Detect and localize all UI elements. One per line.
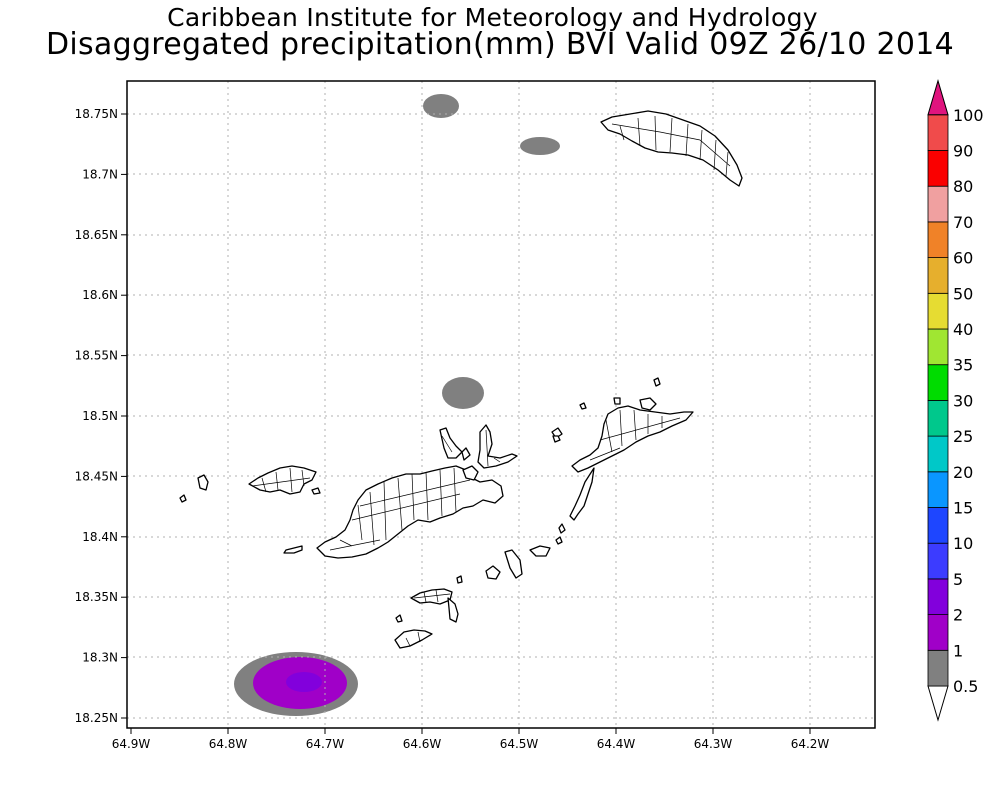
little-jost [283,545,303,554]
tick-marks [121,113,811,734]
lat-tick-label: 18.7N [82,167,118,181]
longitude-labels: 64.9W 64.8W 64.7W 64.6W 64.5W 64.4W 64.3W 64.2W [112,737,830,751]
lon-tick-label: 64.2W [791,737,830,751]
southwest-cell-inner [286,672,322,692]
round-rock [555,536,563,545]
colorbar-level-label: 15 [953,499,973,518]
map-subtitle: Disaggregated precipitation(mm) BVI Vali… [45,27,955,62]
colorbar-segment [927,471,949,508]
norman-peter-islands [410,588,453,605]
anegada-island [600,110,743,187]
lat-tick-label: 18.25N [75,711,118,725]
colorbar-level-label: 70 [953,213,973,232]
colorbar-segment [927,328,949,366]
colorbar-level-label: 20 [953,463,973,482]
colorbar-segment [927,364,949,401]
mosquito-rock [613,397,621,405]
gridlines [127,81,875,728]
anegada-east-cell [520,137,560,155]
tortola-island [316,465,504,559]
lon-tick-label: 64.6W [403,737,442,751]
latitude-labels: 18.25N 18.3N 18.35N 18.4N 18.45N 18.5N 18.55N 1… [75,107,118,725]
lat-tick-label: 18.4N [82,530,118,544]
lon-tick-label: 64.8W [209,737,248,751]
colorbar-level-label: 80 [953,177,973,196]
west-rock [179,494,187,503]
colorbar-level-label: 25 [953,427,973,446]
colorbar-segment [927,221,949,258]
lat-tick-label: 18.35N [75,590,118,604]
colorbar-segment [927,399,949,437]
colorbar-segment [927,114,949,151]
precipitation-layer [234,94,560,716]
colorbar-level-label: 1 [953,641,963,660]
salt-island [504,549,523,579]
colorbar-segment [927,578,949,616]
lon-tick-label: 64.3W [694,737,733,751]
lon-tick-label: 64.5W [500,737,539,751]
admin-boundaries [251,115,731,647]
colorbar-level-label: 35 [953,356,973,375]
great-thatch [311,487,321,495]
lat-tick-label: 18.5N [82,409,118,423]
north-rock [579,402,587,410]
fallen-jerusalem [529,545,551,557]
colorbar-segment [927,649,949,687]
lon-tick-label: 64.4W [597,737,636,751]
map-frame [126,80,876,729]
colorbar-level-label: 90 [953,142,973,161]
colorbar-segment [927,542,949,580]
lon-tick-label: 64.9W [112,737,151,751]
cooper-ginger-islands [485,565,501,580]
great-camanoe [439,427,463,459]
colorbar-over-triangle [927,79,949,116]
lat-tick-label: 18.55N [75,349,118,363]
colorbar-segment [927,185,949,223]
eustatia-islands [639,397,657,411]
colorbar-segment [927,614,949,651]
colorbar-level-label: 2 [953,606,963,625]
carrot-rock [456,575,463,584]
anegada-north-cell [423,94,459,118]
colorbar-segment [927,292,949,330]
norman-island [394,629,433,649]
dog-islands [552,435,561,443]
colorbar-level-label: 40 [953,320,973,339]
virgin-gorda-tail [569,467,595,521]
colorbar-level-label: 60 [953,249,973,268]
guana-small [461,447,471,461]
jost-van-dyke-island [248,465,317,495]
colorbar-level-label: 100 [953,106,984,125]
lat-tick-label: 18.75N [75,107,118,121]
colorbar-level-label: 50 [953,284,973,303]
lon-tick-label: 64.7W [306,737,345,751]
colorbar-level-label: 0.5 [953,677,978,696]
peter-island-south [447,597,459,623]
colorbar-segment [927,435,949,473]
map-title: Caribbean Institute for Meteorology and … [167,3,818,32]
pelican-rock [395,614,403,623]
colorbar-under-triangle [927,685,949,722]
colorbar-level-label: 5 [953,570,963,589]
colorbar-segment [927,257,949,294]
necker-island [653,377,661,387]
lat-tick-label: 18.45N [75,469,118,483]
colorbar [927,79,949,722]
central-cell [442,377,484,409]
sandy-cay [197,474,209,491]
colorbar-level-label: 10 [953,534,973,553]
scrub-island [477,424,518,469]
beef-island [462,465,479,481]
colorbar-segment [927,507,949,544]
colorbar-level-label: 30 [953,391,973,410]
colorbar-segment [927,150,949,187]
lat-tick-label: 18.6N [82,288,118,302]
ginger-island [558,523,566,534]
lat-tick-label: 18.3N [82,651,118,665]
lat-tick-label: 18.65N [75,228,118,242]
